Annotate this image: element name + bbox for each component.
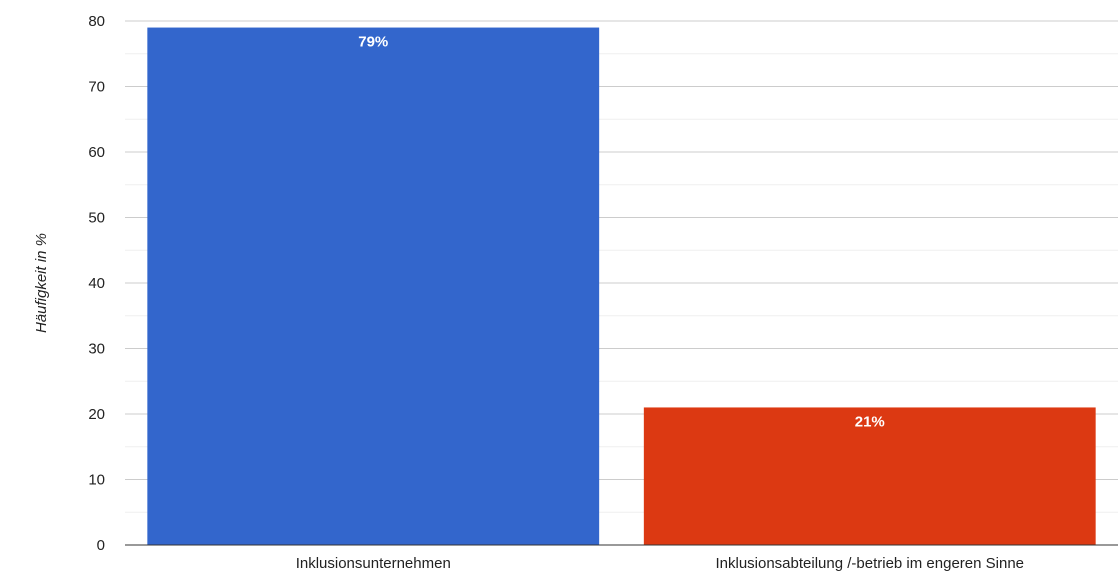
x-tick-label: Inklusionsunternehmen bbox=[296, 555, 451, 572]
labels: 0 10 20 30 40 50 60 70 80 79% Inklusionsunternehme… bbox=[88, 13, 1024, 572]
x-tick-label: Inklusionsabteilung /-betrieb im engeren… bbox=[715, 555, 1024, 572]
bar bbox=[643, 407, 1096, 545]
y-tick-label: 80 bbox=[88, 13, 105, 30]
y-tick-label: 0 bbox=[97, 537, 105, 554]
y-tick-label: 30 bbox=[88, 341, 105, 358]
y-tick-label: 50 bbox=[88, 210, 105, 227]
y-tick-label: 10 bbox=[88, 472, 105, 489]
y-tick-label: 40 bbox=[88, 275, 105, 292]
data-label: 21% bbox=[855, 413, 885, 430]
y-axis-title: Häufigkeit in % bbox=[33, 233, 50, 333]
bars bbox=[147, 27, 1096, 546]
data-label: 79% bbox=[358, 34, 388, 51]
y-tick-label: 60 bbox=[88, 144, 105, 161]
bar bbox=[147, 27, 600, 546]
y-tick-label: 20 bbox=[88, 406, 105, 423]
y-tick-label: 70 bbox=[88, 79, 105, 96]
